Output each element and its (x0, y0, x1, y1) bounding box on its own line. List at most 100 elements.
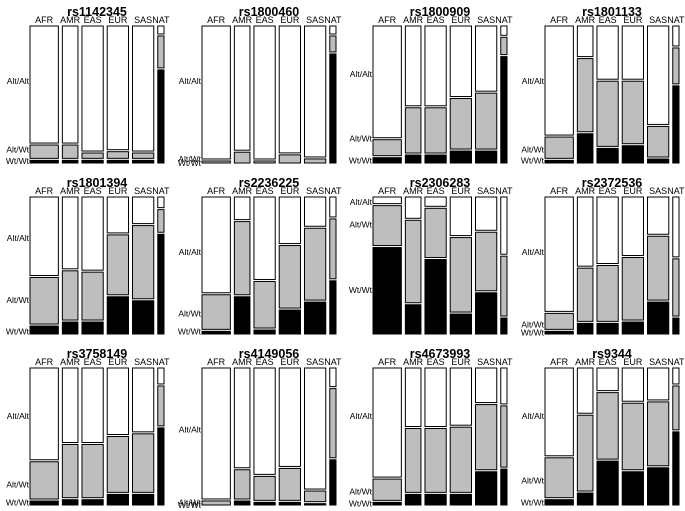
segment-wt-wt (131, 300, 155, 335)
segment-alt-wt (61, 144, 79, 159)
segment-wt-wt (157, 69, 165, 164)
segment-alt-alt (544, 367, 574, 457)
segment-alt-wt (372, 478, 402, 501)
segment-alt-alt (424, 25, 447, 107)
column-eur: EUR (278, 357, 301, 506)
segment-alt-wt (201, 500, 231, 506)
column-eas: EAS (253, 186, 276, 335)
population-label: EUR (280, 357, 300, 367)
column-eur: EUR (621, 357, 644, 506)
column-eas: EAS (424, 357, 447, 506)
population-label: SAS (306, 15, 324, 25)
segment-wt-wt (61, 159, 79, 164)
panel-rs4149056: rs4149056 AFR AMR EAS EUR SAS NAT Alt/Alt Alt/Wt… (178, 347, 342, 510)
panel-rs2372536: rs2372536 AFR AMR EAS EUR SAS NAT Alt/Alt Alt/Wt… (521, 176, 685, 338)
column-nat: NAT (495, 357, 513, 506)
population-label: AMR (232, 186, 253, 196)
segment-wt-wt (621, 321, 644, 335)
segment-wt-wt (449, 493, 472, 506)
segment-wt-wt (404, 304, 422, 335)
genotype-label: Alt/Wt (349, 133, 372, 143)
segment-alt-wt (106, 151, 129, 159)
segment-alt-wt (576, 414, 594, 492)
population-label: AFR (207, 186, 226, 196)
segment-alt-wt (596, 392, 619, 460)
segment-alt-alt (81, 25, 104, 152)
population-label: AMR (60, 357, 81, 367)
population-label: AMR (232, 15, 253, 25)
segment-wt-wt (404, 493, 422, 506)
segment-wt-wt (576, 133, 594, 164)
segment-wt-wt (81, 499, 104, 506)
segment-alt-wt (157, 35, 165, 69)
segment-alt-alt (61, 196, 79, 270)
panel-rs1801133: rs1801133 AFR AMR EAS EUR SAS NAT Alt/Alt Alt/Wt… (521, 5, 685, 165)
segment-alt-wt (646, 125, 670, 158)
genotype-label: Alt/Alt (7, 233, 30, 243)
panel-rs2306283: rs2306283 AFR AMR EAS EUR SAS NAT Alt/Alt Alt/Wt… (349, 176, 513, 335)
panel-title: rs1801133 (582, 5, 642, 19)
segment-wt-wt (404, 154, 422, 164)
genotype-label: Wt/Wt (178, 326, 202, 336)
segment-wt-wt (372, 247, 402, 335)
population-label: EAS (427, 15, 445, 25)
segment-wt-wt (596, 147, 619, 164)
genotype-label: Wt/Wt (6, 326, 30, 336)
genotype-label: Alt/Alt (350, 197, 373, 207)
column-amr: AMR (60, 186, 81, 335)
segment-alt-wt (621, 80, 644, 145)
column-nat: NAT (152, 15, 170, 164)
segment-alt-wt (81, 271, 104, 321)
segment-alt-wt (329, 35, 337, 53)
segment-alt-wt (424, 107, 447, 154)
segment-alt-alt (372, 196, 402, 205)
segment-wt-wt (106, 296, 129, 335)
segment-alt-wt (672, 47, 680, 85)
segment-wt-wt (106, 159, 129, 164)
segment-alt-alt (329, 25, 337, 35)
column-nat: NAT (324, 186, 342, 335)
column-amr: AMR (575, 15, 596, 164)
panel-rs2236225: rs2236225 AFR AMR EAS EUR SAS NAT Alt/Alt Alt/Wt… (178, 176, 342, 336)
panel-rs3758149: rs3758149 AFR AMR EAS EUR SAS NAT Alt/Alt Alt/Wt… (6, 347, 170, 507)
population-label: AMR (403, 357, 424, 367)
column-nat: NAT (152, 186, 170, 335)
genotype-label: Wt/Wt (349, 155, 373, 165)
population-label: NAT (152, 186, 170, 196)
population-label: AFR (550, 186, 569, 196)
segment-wt-wt (500, 468, 508, 506)
genotype-label: Wt/Wt (349, 499, 373, 509)
column-afr: AFR (201, 186, 231, 335)
genotype-label: Wt/Wt (521, 155, 545, 165)
segment-alt-alt (646, 367, 670, 401)
population-label: EUR (108, 357, 128, 367)
segment-alt-wt (233, 151, 251, 164)
population-label: SAS (134, 186, 152, 196)
segment-wt-wt (157, 427, 165, 506)
segment-alt-wt (278, 154, 301, 164)
segment-alt-alt (131, 196, 155, 225)
segment-wt-wt (474, 471, 498, 506)
population-label: NAT (667, 357, 685, 367)
segment-alt-alt (404, 196, 422, 219)
genotype-label: Wt/Wt (178, 158, 202, 168)
segment-wt-wt (131, 493, 155, 506)
column-amr: AMR (575, 186, 596, 335)
genotype-label: Alt/Wt (521, 144, 544, 154)
column-sas: SAS (474, 186, 498, 335)
column-sas: SAS (646, 15, 670, 164)
segment-wt-wt (61, 321, 79, 335)
segment-wt-wt (596, 322, 619, 335)
segment-alt-alt (372, 25, 402, 139)
segment-alt-wt (474, 404, 498, 471)
genotype-label: Alt/Alt (522, 76, 545, 86)
genotype-label: Wt/Wt (6, 497, 30, 507)
panel-rs4673993: rs4673993 AFR AMR EAS EUR SAS NAT Alt/Alt Alt/Wt… (349, 347, 513, 509)
column-eur: EUR (621, 15, 644, 164)
population-label: NAT (495, 357, 513, 367)
population-label: AFR (378, 15, 397, 25)
segment-alt-wt (646, 401, 670, 467)
segment-alt-wt (233, 221, 251, 296)
segment-wt-wt (576, 492, 594, 506)
column-nat: NAT (667, 15, 685, 164)
